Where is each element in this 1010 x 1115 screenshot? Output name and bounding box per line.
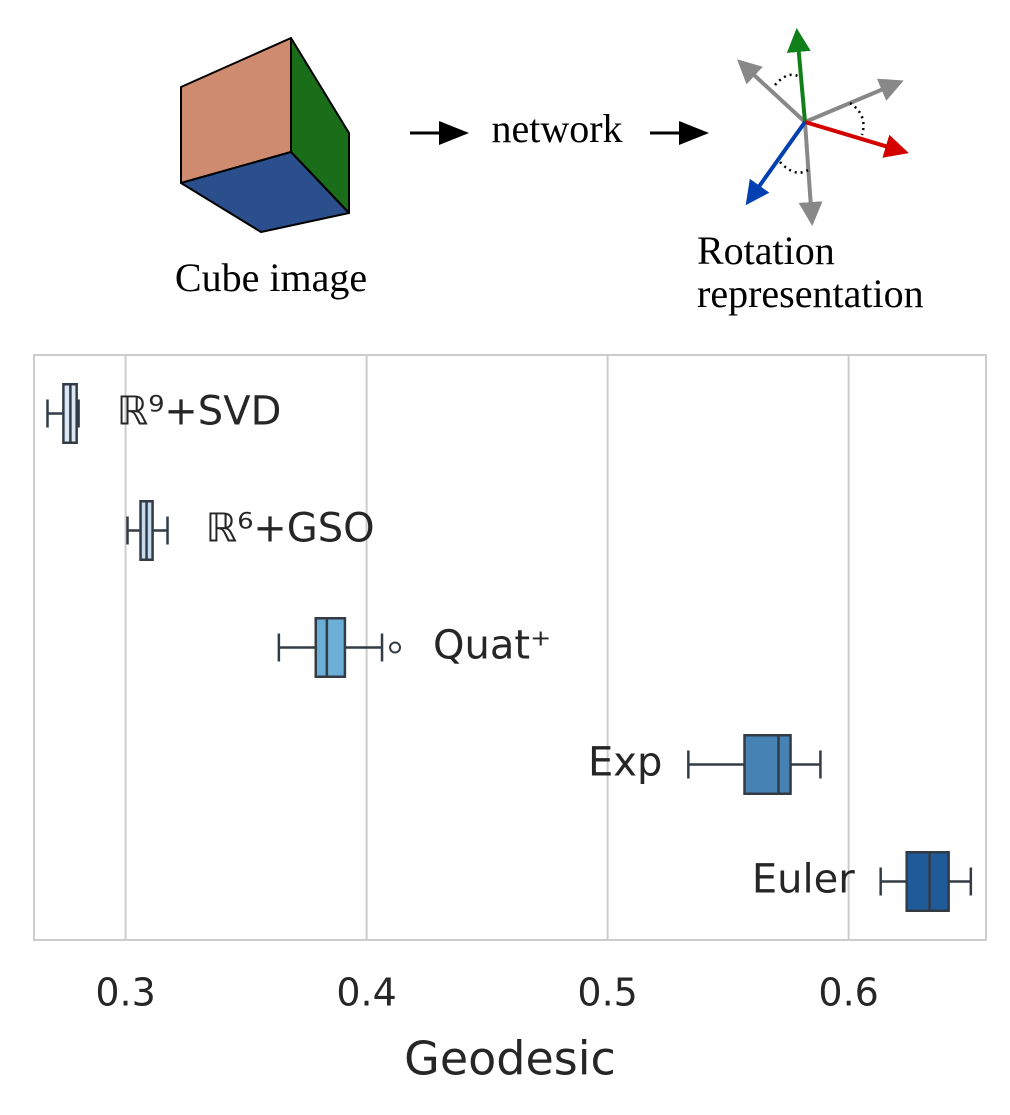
rotation-icon (737, 28, 909, 226)
box (314, 617, 347, 678)
plot-frame (33, 354, 987, 941)
x-tick-label: 0.5 (577, 971, 637, 1015)
network-label: network (491, 106, 622, 151)
cube-label: Cube image (175, 255, 367, 300)
outlier (389, 641, 402, 654)
box-label: Exp (588, 740, 662, 786)
box-label: ℝ⁶+GSO (206, 506, 375, 552)
box (743, 734, 792, 795)
rotation-label: Rotation (697, 228, 835, 273)
x-axis-label: Geodesic (404, 1032, 616, 1086)
x-tick-label: 0.6 (818, 971, 878, 1015)
box-label: Quat⁺ (433, 623, 551, 669)
x-tick-label: 0.4 (336, 971, 396, 1015)
rotation-label: representation (697, 271, 924, 316)
x-tick-label: 0.3 (95, 971, 155, 1015)
box-label: Euler (752, 857, 855, 903)
box (905, 851, 950, 912)
cube (180, 37, 350, 233)
box-label: ℝ⁹+SVD (117, 389, 282, 435)
